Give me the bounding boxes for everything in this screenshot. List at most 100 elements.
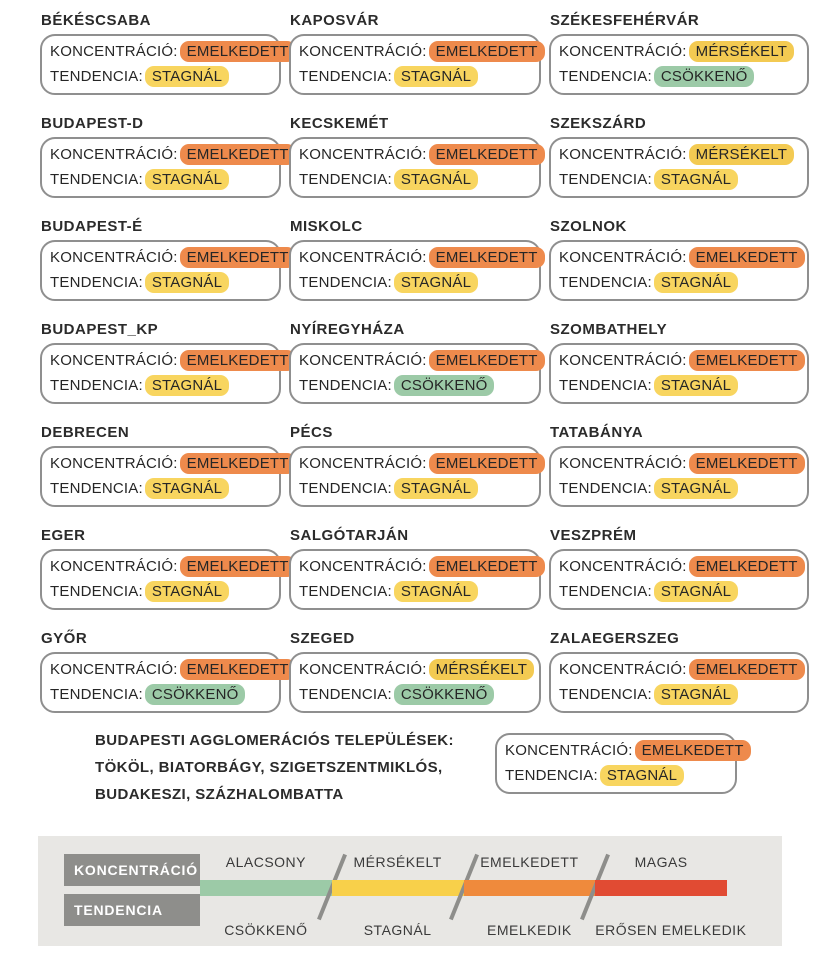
tendency-label: TENDENCIA: [50,480,143,497]
legend-concentration-level: MAGAS [634,854,688,870]
tendency-line: TENDENCIA: STAGNÁL [50,476,273,501]
concentration-value: EMELKEDETT [179,453,296,474]
concentration-value: EMELKEDETT [688,453,805,474]
city-card: ZALAEGERSZEG KONCENTRÁCIÓ: EMELKEDETT TEN… [549,630,809,713]
concentration-line: KONCENTRÁCIÓ: EMELKEDETT [50,657,296,682]
agglomeration-status-box: KONCENTRÁCIÓ: EMELKEDETT TENDENCIA: STAGNÁ… [495,733,751,794]
tendency-line: TENDENCIA: STAGNÁL [299,64,533,89]
legend-segment: MÉRSÉKELT STAGNÁL [331,836,464,946]
tendency-line: TENDENCIA: STAGNÁL [299,270,533,295]
tendency-label: TENDENCIA: [50,583,143,600]
concentration-value: EMELKEDETT [428,41,545,62]
concentration-line: KONCENTRÁCIÓ: EMELKEDETT [299,451,545,476]
status-box: KONCENTRÁCIÓ: EMELKEDETT TENDENCIA: STAGNÁ… [289,34,545,95]
concentration-value: EMELKEDETT [179,556,296,577]
agglomeration-description: BUDAPESTI AGGLOMERÁCIÓS TELEPÜLÉSEK: TÖK… [95,727,453,808]
concentration-value: EMELKEDETT [428,144,545,165]
concentration-label: KONCENTRÁCIÓ: [559,249,687,266]
tendency-line: TENDENCIA: STAGNÁL [299,579,533,604]
concentration-label: KONCENTRÁCIÓ: [299,43,427,60]
concentration-value: EMELKEDETT [179,659,296,680]
status-box: KONCENTRÁCIÓ: EMELKEDETT TENDENCIA: CSÖKKE… [289,343,545,404]
concentration-label: KONCENTRÁCIÓ: [559,146,687,163]
tendency-label: TENDENCIA: [559,583,652,600]
tendency-value: STAGNÁL [393,169,479,190]
tendency-label: TENDENCIA: [559,274,652,291]
tendency-label: TENDENCIA: [559,480,652,497]
city-card: SZÉKESFEHÉRVÁR KONCENTRÁCIÓ: MÉRSÉKELT TE… [549,12,809,95]
tendency-line: TENDENCIA: STAGNÁL [559,476,801,501]
concentration-value: EMELKEDETT [179,247,296,268]
city-card: BUDAPEST-D KONCENTRÁCIÓ: EMELKEDETT TENDE… [40,115,296,198]
concentration-value: MÉRSÉKELT [688,41,795,62]
tendency-label: TENDENCIA: [559,171,652,188]
city-name: NYÍREGYHÁZA [290,321,405,338]
city-name: VESZPRÉM [550,527,637,544]
city-card: KECSKEMÉT KONCENTRÁCIÓ: EMELKEDETT TENDEN… [289,115,545,198]
concentration-line: KONCENTRÁCIÓ: EMELKEDETT [559,245,805,270]
tendency-line: TENDENCIA: STAGNÁL [559,167,801,192]
status-box: KONCENTRÁCIÓ: MÉRSÉKELT TENDENCIA: STAGNÁL [549,137,809,198]
concentration-value: EMELKEDETT [688,659,805,680]
city-card: SALGÓTARJÁN KONCENTRÁCIÓ: EMELKEDETT TEND… [289,527,545,610]
city-card: SZOMBATHELY KONCENTRÁCIÓ: EMELKEDETT TEND… [549,321,809,404]
status-box: KONCENTRÁCIÓ: EMELKEDETT TENDENCIA: STAGNÁ… [549,446,809,507]
concentration-line: KONCENTRÁCIÓ: EMELKEDETT [559,657,805,682]
concentration-line: KONCENTRÁCIÓ: EMELKEDETT [299,39,545,64]
tendency-value: STAGNÁL [393,66,479,87]
tendency-label: TENDENCIA: [299,377,392,394]
concentration-line: KONCENTRÁCIÓ: EMELKEDETT [50,245,296,270]
tendency-line: TENDENCIA: STAGNÁL [50,64,273,89]
city-card: DEBRECEN KONCENTRÁCIÓ: EMELKEDETT TENDENC… [40,424,296,507]
concentration-value: EMELKEDETT [179,41,296,62]
concentration-line: KONCENTRÁCIÓ: EMELKEDETT [559,554,805,579]
legend-concentration-level: EMELKEDETT [480,854,579,870]
city-card: BUDAPEST-É KONCENTRÁCIÓ: EMELKEDETT TENDE… [40,218,296,301]
city-name: SZOLNOK [550,218,627,235]
legend-color-band [331,880,464,896]
concentration-label: KONCENTRÁCIÓ: [299,455,427,472]
city-card: TATABÁNYA KONCENTRÁCIÓ: EMELKEDETT TENDEN… [549,424,809,507]
tendency-label: TENDENCIA: [299,583,392,600]
tendency-label: TENDENCIA: [505,767,598,784]
concentration-label: KONCENTRÁCIÓ: [559,352,687,369]
tendency-value: STAGNÁL [144,169,230,190]
tendency-value: STAGNÁL [144,272,230,293]
concentration-label: KONCENTRÁCIÓ: [559,455,687,472]
tendency-value: STAGNÁL [393,272,479,293]
city-card: SZOLNOK KONCENTRÁCIÓ: EMELKEDETT TENDENCI… [549,218,809,301]
concentration-value: EMELKEDETT [428,247,545,268]
concentration-line: KONCENTRÁCIÓ: EMELKEDETT [50,39,296,64]
legend-tendency-row-label: TENDENCIA [64,894,200,926]
city-name: GYŐR [41,630,88,647]
concentration-line: KONCENTRÁCIÓ: MÉRSÉKELT [559,39,801,64]
legend-color-band [463,880,596,896]
tendency-line: TENDENCIA: CSÖKKENŐ [559,64,801,89]
tendency-value: CSÖKKENŐ [653,66,755,87]
city-name: BUDAPEST_KP [41,321,159,338]
city-name: BUDAPEST-D [41,115,144,132]
tendency-line: TENDENCIA: STAGNÁL [505,763,729,788]
concentration-line: KONCENTRÁCIÓ: MÉRSÉKELT [559,142,801,167]
city-card: MISKOLC KONCENTRÁCIÓ: EMELKEDETT TENDENCI… [289,218,545,301]
tendency-value: STAGNÁL [653,581,739,602]
tendency-label: TENDENCIA: [559,686,652,703]
status-box: KONCENTRÁCIÓ: MÉRSÉKELT TENDENCIA: CSÖKKEN… [549,34,809,95]
city-card: EGER KONCENTRÁCIÓ: EMELKEDETT TENDENCIA: S… [40,527,296,610]
concentration-line: KONCENTRÁCIÓ: EMELKEDETT [505,738,751,763]
tendency-value: STAGNÁL [653,375,739,396]
concentration-line: KONCENTRÁCIÓ: EMELKEDETT [50,142,296,167]
concentration-line: KONCENTRÁCIÓ: EMELKEDETT [50,348,296,373]
tendency-line: TENDENCIA: STAGNÁL [559,373,801,398]
city-name: TATABÁNYA [550,424,644,441]
status-box: KONCENTRÁCIÓ: EMELKEDETT TENDENCIA: STAGNÁ… [40,240,296,301]
concentration-line: KONCENTRÁCIÓ: EMELKEDETT [559,451,805,476]
legend-segment: ALACSONY CSÖKKENŐ [200,836,332,946]
city-name: SZEKSZÁRD [550,115,647,132]
tendency-value: STAGNÁL [653,478,739,499]
tendency-line: TENDENCIA: STAGNÁL [559,682,801,707]
concentration-value: EMELKEDETT [428,350,545,371]
legend-tendency-level: ERŐSEN EMELKEDIK [595,922,747,938]
agglomeration-towns-line-1: TÖKÖL, BIATORBÁGY, SZIGETSZENTMIKLÓS, [95,759,443,776]
city-card: VESZPRÉM KONCENTRÁCIÓ: EMELKEDETT TENDENC… [549,527,809,610]
